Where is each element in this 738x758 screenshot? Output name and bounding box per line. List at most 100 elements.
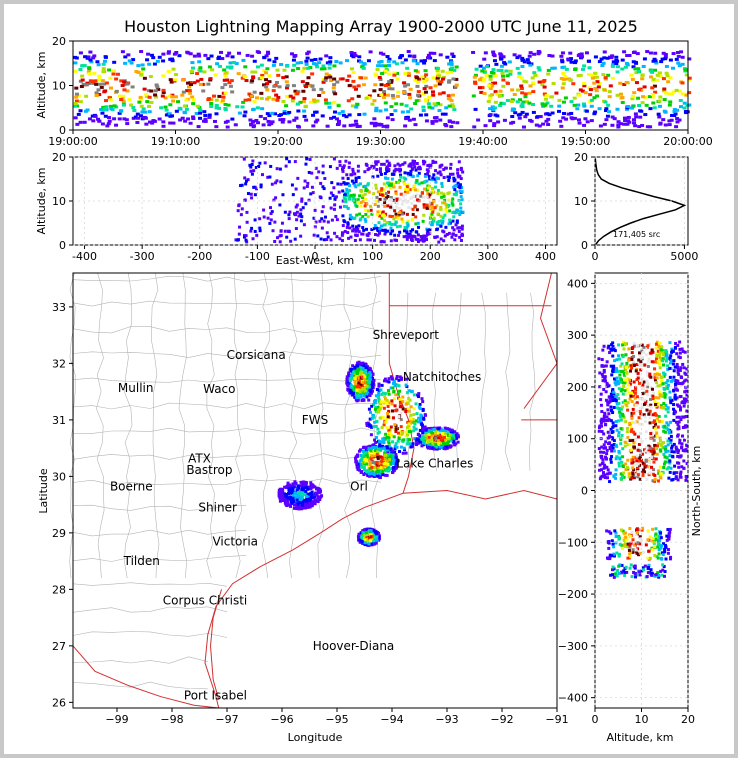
plan-view-source-cell (368, 462, 372, 466)
ns-height-source-cell (628, 533, 632, 537)
ew-height-source-cell (424, 173, 428, 177)
plan-view-source-cell (350, 385, 354, 389)
plan-view-source-cell (354, 368, 358, 372)
plan-view-source-cell (365, 533, 369, 537)
plan-view-source-cell (421, 400, 425, 404)
ew-height-source-cell (447, 231, 451, 235)
time-height-source-cell (141, 107, 146, 111)
plan-view-source-cell (379, 400, 383, 404)
plan-view-source-cell (298, 484, 302, 488)
ns-height-source-cell (638, 542, 642, 546)
ew-height-source-cell (387, 161, 391, 165)
ew-height-source-cell (332, 186, 336, 190)
plan-view-source-cell (306, 487, 310, 491)
plan-view-source-cell (358, 535, 362, 539)
ew-height-source-cell (328, 196, 332, 200)
plan-view-source-cell (316, 499, 320, 503)
ns-height-source-cell (638, 410, 642, 414)
ew-height-source-cell (452, 228, 456, 232)
time-height-source-cell (386, 59, 391, 63)
ew-height-source-cell (359, 204, 363, 208)
ew-height-source-cell (377, 221, 381, 225)
time-height-source-cell (546, 72, 551, 76)
city-label: ATX (188, 451, 211, 465)
ns-height-source-cell (646, 538, 650, 542)
time-height-source-cell (479, 76, 484, 80)
time-height-source-cell (649, 69, 654, 73)
plan-view-source-cell (387, 468, 391, 472)
time-height-source-cell (300, 80, 305, 84)
ew-height-source-cell (416, 233, 420, 237)
time-height-source-cell (583, 91, 588, 95)
ns-height-source-cell (621, 455, 625, 459)
time-height-source-cell (533, 73, 538, 77)
time-height-source-cell (541, 122, 546, 126)
time-height-source-cell (140, 63, 145, 67)
time-height-source-cell (454, 83, 459, 87)
plan-view-source-cell (364, 369, 368, 373)
plan-view-source-cell (319, 494, 323, 498)
plan-view-source-cell (377, 472, 381, 476)
time-height-source-cell (584, 51, 589, 55)
ew-height-source-cell (353, 183, 357, 187)
plan-view-source-cell (387, 441, 391, 445)
ns-height-source-cell (666, 367, 670, 371)
time-height-source-cell (282, 68, 287, 72)
time-height-source-cell (383, 69, 388, 73)
time-height-source-cell (678, 99, 683, 103)
plan-view-source-cell (393, 384, 397, 388)
ew-height-source-cell (354, 185, 358, 189)
ew-height-source-cell (433, 185, 437, 189)
ns-height-source-cell (628, 545, 632, 549)
time-height-source-cell (114, 123, 119, 127)
ew-height-source-cell (455, 219, 459, 223)
ew-height-source-cell (431, 186, 435, 190)
time-height-source-cell (531, 110, 536, 114)
time-height-source-cell (568, 78, 573, 82)
time-height-source-cell (270, 120, 275, 124)
time-height-source-cell (117, 117, 122, 121)
county-boundary (96, 272, 105, 579)
time-height-source-cell (209, 104, 214, 108)
time-height-source-cell (223, 102, 228, 106)
time-height-source-cell (99, 108, 104, 112)
plan-view-source-cell (374, 532, 378, 536)
time-height-source-cell (531, 102, 536, 106)
time-height-source-cell (447, 62, 452, 66)
time-height-source-cell (321, 90, 326, 94)
plan-view-source-cell (426, 440, 430, 444)
plan-view-source-cell (283, 494, 287, 498)
ns-height-source-cell (623, 392, 627, 396)
ew-height-source-cell (315, 176, 319, 180)
time-height-source-cell (517, 71, 522, 75)
ew-height-source-cell (321, 205, 325, 209)
plan-view-source-cell (373, 466, 377, 470)
ew-height-source-cell (414, 230, 418, 234)
ew-height-source-cell (456, 184, 460, 188)
plan-view-source-cell (376, 450, 380, 454)
time-height-source-cell (340, 77, 345, 81)
time-height-source-cell (518, 112, 523, 116)
ew-height-source-cell (278, 240, 282, 244)
ew-height-source-cell (436, 191, 440, 195)
ns-height-source-cell (664, 381, 668, 385)
ew-height-x-tick-label: -300 (130, 250, 155, 263)
time-height-source-cell (160, 94, 165, 98)
plan-view-source-cell (456, 440, 460, 444)
time-height-source-cell (611, 60, 616, 64)
ew-height-source-cell (458, 226, 462, 230)
plan-view-source-cell (430, 432, 434, 436)
ew-height-source-cell (255, 187, 259, 191)
ns-height-source-cell (668, 557, 672, 561)
time-height-source-cell (245, 53, 250, 57)
time-height-source-cell (387, 80, 392, 84)
time-height-source-cell (259, 91, 264, 95)
ns-height-source-cell (628, 552, 632, 556)
time-height-source-cell (207, 97, 212, 101)
time-height-source-cell (96, 117, 101, 121)
time-height-source-cell (265, 97, 270, 101)
time-height-source-cell (168, 78, 173, 82)
ns-height-source-cell (669, 430, 673, 434)
time-height-source-cell (228, 84, 233, 88)
time-height-source-cell (227, 81, 232, 85)
